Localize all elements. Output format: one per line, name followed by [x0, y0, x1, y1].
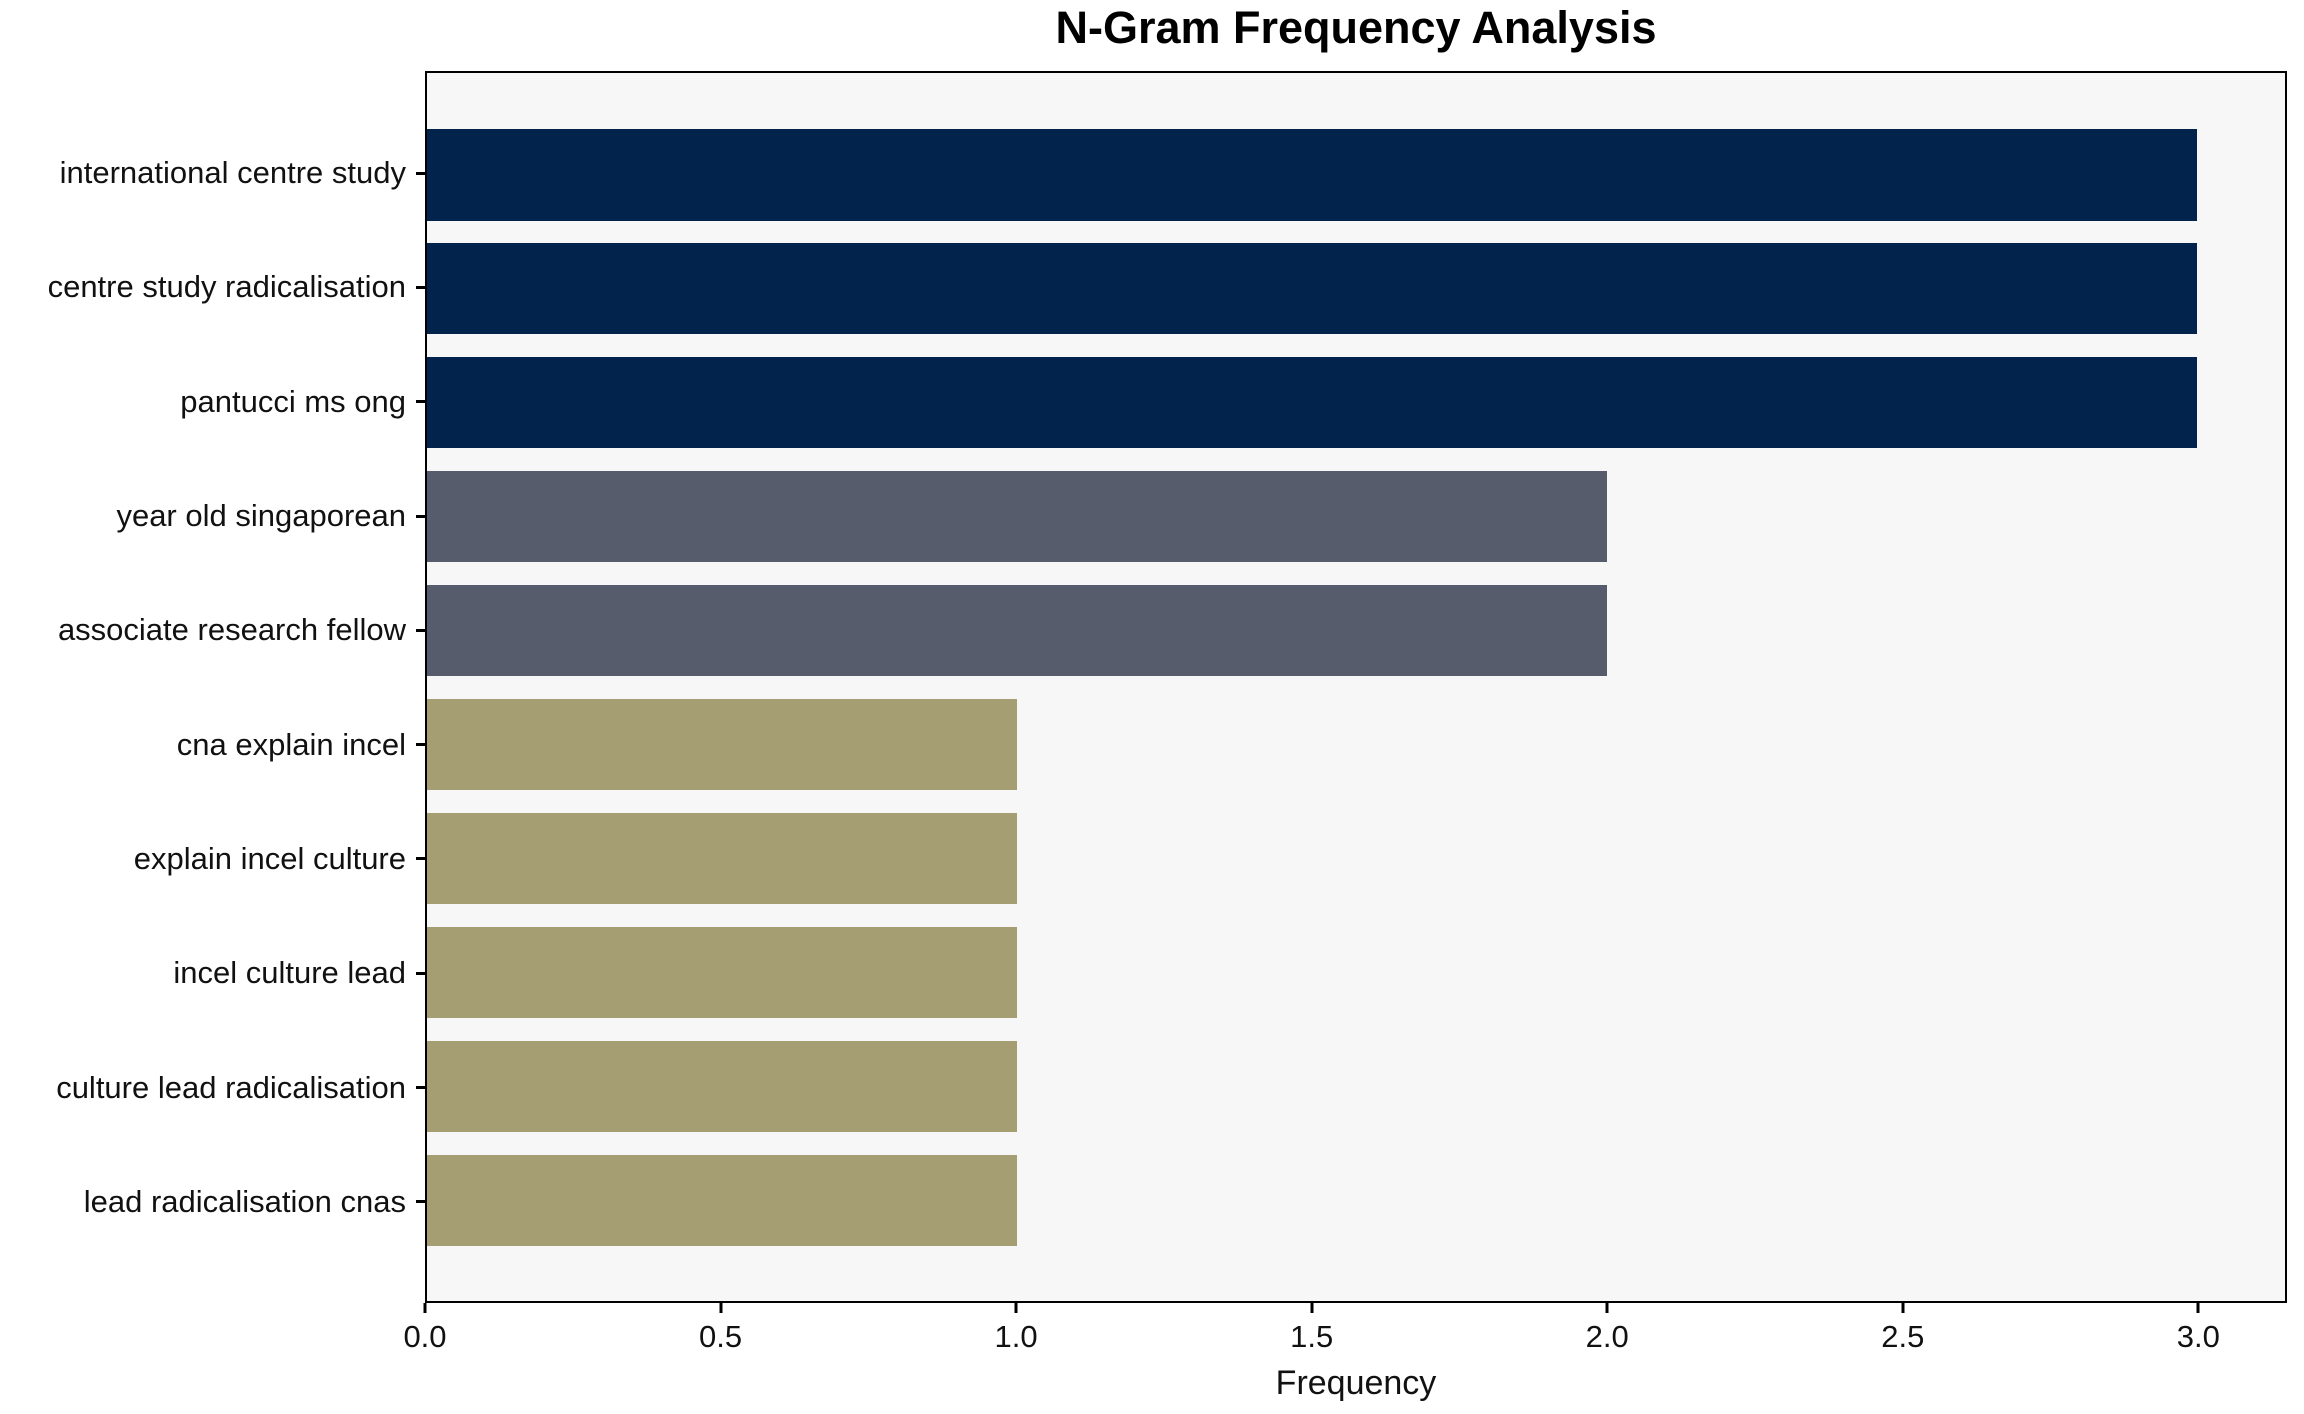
- x-tick-mark: [719, 1303, 723, 1313]
- bar-row: [427, 1029, 2285, 1143]
- y-axis-label: associate research fellow: [57, 612, 406, 648]
- y-tick-mark: [416, 1200, 425, 1204]
- bar-year-old-singaporean: [427, 471, 1607, 563]
- bar-row: [427, 346, 2285, 460]
- bar-lead-radicalisation-cnas: [427, 1154, 1017, 1246]
- bar-row: [427, 688, 2285, 802]
- x-tick-label: 1.0: [994, 1319, 1038, 1354]
- y-tick-mark: [416, 857, 425, 861]
- y-axis-label: international centre study: [59, 155, 406, 191]
- y-axis-label-row: cna explain incel: [0, 687, 425, 801]
- y-axis-label-row: pantucci ms ong: [0, 345, 425, 459]
- bar-row: [427, 118, 2285, 232]
- x-tick-mark: [423, 1303, 427, 1313]
- x-tick-mark: [1605, 1303, 1609, 1313]
- x-tick-label: 0.5: [698, 1319, 743, 1354]
- x-axis-title: Frequency: [1275, 1364, 1437, 1402]
- y-axis-label: culture lead radicalisation: [56, 1069, 406, 1105]
- y-tick-mark: [416, 285, 425, 289]
- bar-explain-incel-culture: [427, 812, 1017, 904]
- bar-culture-lead-radicalisation: [427, 1040, 1017, 1132]
- y-axis-label: lead radicalisation cnas: [83, 1183, 406, 1219]
- chart-title: N-Gram Frequency Analysis: [1055, 2, 1657, 53]
- y-tick-mark: [416, 514, 425, 518]
- y-axis-label-row: incel culture lead: [0, 916, 425, 1030]
- y-axis-label: explain incel culture: [133, 840, 406, 876]
- bar-row: [427, 460, 2285, 574]
- bar-international-centre-study: [427, 129, 2197, 221]
- x-tick-mark: [2196, 1303, 2200, 1313]
- y-axis-label-row: associate research fellow: [0, 573, 425, 687]
- x-tick-label: 3.0: [2176, 1319, 2220, 1354]
- bar-associate-research-fellow: [427, 585, 1607, 677]
- y-tick-mark: [416, 171, 425, 175]
- bar-row: [427, 915, 2285, 1029]
- plot-area: [425, 71, 2287, 1303]
- x-tick-label: 2.5: [1881, 1319, 1925, 1354]
- y-tick-mark: [416, 400, 425, 404]
- bar-row: [427, 574, 2285, 688]
- bar-pantucci-ms-ong: [427, 357, 2197, 449]
- y-tick-mark: [416, 628, 425, 632]
- y-axis-label: year old singaporean: [116, 498, 406, 534]
- x-tick-mark: [1014, 1303, 1018, 1313]
- y-axis-labels: international centre study centre study r…: [0, 71, 425, 1303]
- y-axis-label-row: international centre study: [0, 116, 425, 230]
- y-axis-label-row: explain incel culture: [0, 802, 425, 916]
- x-tick-label: 0.0: [403, 1319, 447, 1354]
- y-axis-label: centre study radicalisation: [47, 269, 406, 305]
- y-axis-label-row: centre study radicalisation: [0, 230, 425, 344]
- x-tick-mark: [1901, 1303, 1905, 1313]
- y-axis-label: incel culture lead: [173, 955, 406, 991]
- bar-incel-culture-lead: [427, 926, 1017, 1018]
- bar-cna-explain-incel: [427, 698, 1017, 791]
- bar-row: [427, 1143, 2285, 1257]
- y-tick-mark: [416, 971, 425, 975]
- bar-row: [427, 801, 2285, 915]
- y-axis-label-row: year old singaporean: [0, 459, 425, 573]
- y-tick-mark: [416, 1086, 425, 1090]
- y-axis-label: pantucci ms ong: [180, 383, 406, 419]
- y-tick-mark: [416, 743, 425, 747]
- bar-row: [427, 232, 2285, 346]
- y-axis-label-row: lead radicalisation cnas: [0, 1145, 425, 1259]
- bars-container: [427, 73, 2285, 1301]
- x-tick-label: 1.5: [1290, 1319, 1334, 1354]
- bar-centre-study-radicalisation: [427, 243, 2197, 335]
- x-axis: 0.0 0.5 1.0 1.5 2.0 2.5 3.0: [403, 1303, 2287, 1413]
- y-axis-label-row: culture lead radicalisation: [0, 1030, 425, 1144]
- x-tick-label: 2.0: [1585, 1319, 1629, 1354]
- x-tick-mark: [1310, 1303, 1314, 1313]
- y-axis-label: cna explain incel: [176, 726, 406, 762]
